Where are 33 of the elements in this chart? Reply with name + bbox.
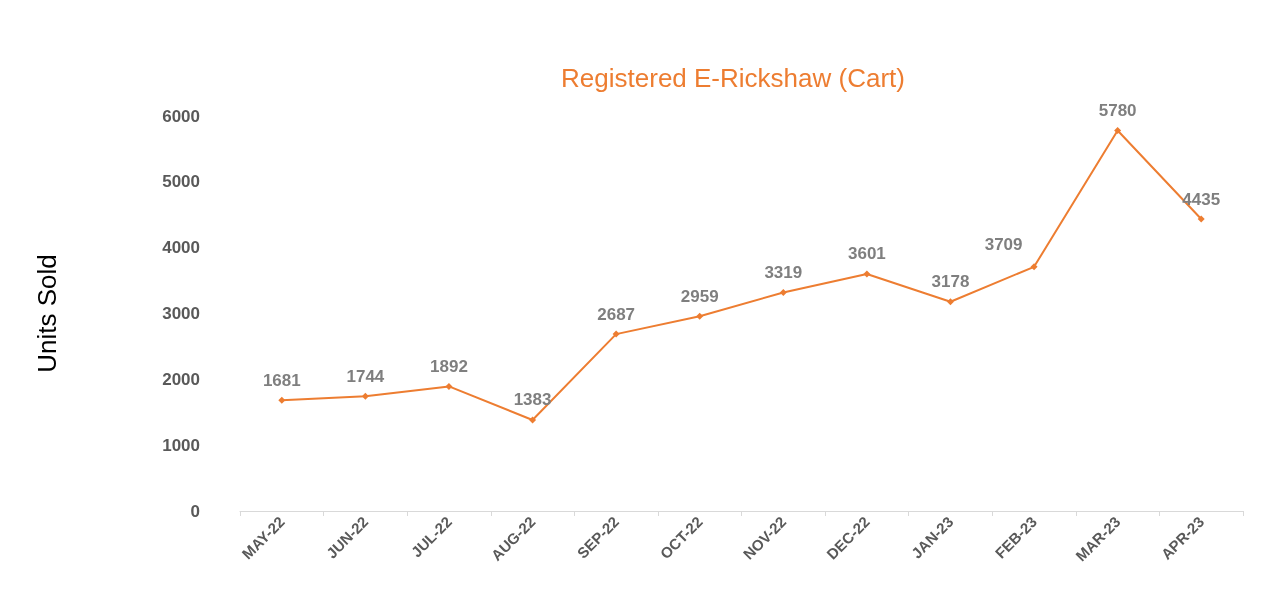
data-label: 1383 — [513, 390, 552, 410]
data-label: 3601 — [847, 244, 886, 264]
data-label: 4435 — [1182, 189, 1221, 209]
y-tick-label: 6000 — [162, 106, 200, 126]
data-label: 2959 — [680, 286, 719, 306]
data-label: 2687 — [597, 304, 636, 324]
point — [946, 298, 954, 306]
point — [612, 330, 620, 338]
point — [1114, 126, 1122, 134]
y-tick-label: 4000 — [162, 238, 200, 258]
point — [361, 392, 369, 400]
data-label: 1681 — [262, 370, 301, 390]
point — [779, 289, 787, 296]
point — [529, 416, 537, 424]
point — [1030, 263, 1038, 271]
data-label: 3319 — [764, 263, 803, 282]
data-label: 3178 — [931, 272, 970, 292]
point — [696, 312, 704, 320]
data-label: 1744 — [346, 366, 385, 386]
point — [278, 396, 286, 404]
data-label: 5780 — [1098, 100, 1137, 120]
data-label: 3709 — [984, 235, 1023, 255]
y-tick-label: 2000 — [162, 369, 200, 389]
chart-title: Registered E-Rickshaw (Cart) — [561, 63, 905, 93]
point — [1197, 215, 1205, 223]
y-tick-label: 3000 — [162, 304, 200, 323]
y-tick-label: 0 — [190, 501, 200, 521]
y-tick-label: 5000 — [162, 172, 200, 192]
y-axis-title: Units Sold — [32, 254, 62, 373]
point — [445, 382, 453, 390]
y-tick-label: 1000 — [162, 435, 200, 455]
point — [863, 270, 871, 278]
data-label: 1892 — [430, 356, 468, 376]
